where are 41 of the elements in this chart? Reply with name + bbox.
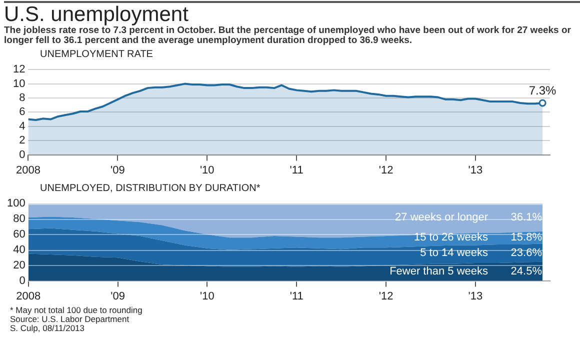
x-tick-label: '09 — [110, 164, 125, 176]
x-tick-label: '12 — [378, 290, 394, 302]
series-label: 15 to 26 weeks — [414, 232, 488, 244]
text: * May not total 100 due to rounding — [10, 305, 144, 315]
y-tick-label: 100 — [6, 198, 26, 210]
x-tick-label: '10 — [200, 164, 214, 176]
source-note: Source: U.S. Labor Department — [10, 314, 130, 324]
x-tick-label: '11 — [290, 164, 304, 176]
x-tick-label: '11 — [290, 290, 304, 302]
y-axis-title: UNEMPLOYMENT RATE — [40, 49, 154, 60]
x-tick-label: '10 — [200, 290, 214, 302]
y-tick-label: 10 — [12, 78, 26, 90]
text: S. Culp, 08/11/2013 — [10, 323, 85, 333]
series-label: Fewer than 5 weeks — [390, 265, 488, 278]
y-tick-label: 40 — [13, 244, 26, 256]
y-tick-label: 8 — [19, 92, 26, 104]
annotation: 7.3% — [528, 83, 557, 98]
y-tick-label: 0 — [19, 148, 26, 161]
x-tick-label: '13 — [468, 290, 483, 302]
x-tick-label: '12 — [378, 164, 394, 176]
chart-title: UNEMPLOYED, DISTRIBUTION BY DURATION* — [40, 183, 262, 194]
y-tick-label: 0 — [19, 274, 26, 287]
y-tick-label: 80 — [13, 213, 26, 226]
y-tick-label: 4 — [19, 120, 26, 132]
chart-subtitle: The jobless rate rose to 7.3 percent in October. But the percentage of unemployed who have been out of work for 27 weeks or longer fell to 36.1 percent and the average unemployment duration dropped to 36.9 weeks. — [4, 25, 572, 46]
data-label: 36.1% — [510, 212, 542, 224]
series-label: 5 to 14 weeks — [420, 246, 488, 259]
y-tick-label: 60 — [13, 228, 26, 241]
y-tick-label: 12 — [12, 64, 26, 76]
x-tick-label: '13 — [468, 164, 483, 176]
x-tick-label: 2008 — [16, 164, 40, 176]
x-tick-label: 2008 — [16, 290, 41, 302]
chart-title: U.S. unemployment — [4, 1, 580, 26]
series-label: 27 weeks or longer — [395, 212, 488, 224]
y-tick-label: 2 — [19, 134, 26, 147]
data-label: 24.5% — [510, 265, 542, 278]
y-tick-label: 20 — [13, 259, 26, 272]
data-label: 15.8% — [510, 232, 542, 244]
data-label: 23.6% — [510, 246, 542, 259]
y-tick-label: 6 — [19, 106, 26, 118]
x-tick-label: '09 — [110, 290, 125, 302]
